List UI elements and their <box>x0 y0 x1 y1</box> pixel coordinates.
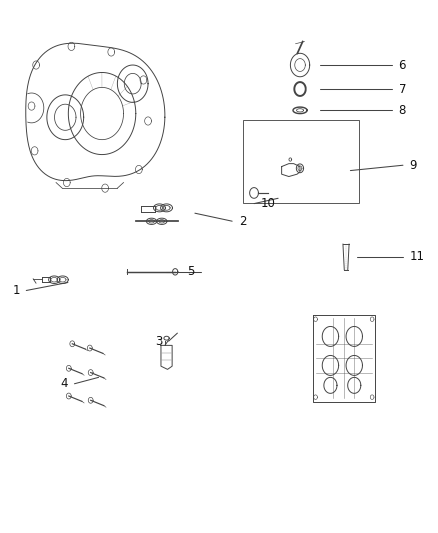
Text: 2: 2 <box>239 215 246 228</box>
Text: 1: 1 <box>12 284 20 297</box>
Text: 11: 11 <box>410 251 424 263</box>
Text: 3: 3 <box>155 335 162 348</box>
Text: 10: 10 <box>261 197 276 210</box>
Text: 6: 6 <box>399 59 406 71</box>
Text: 9: 9 <box>410 159 417 172</box>
Text: 4: 4 <box>60 377 68 390</box>
Text: 5: 5 <box>187 265 195 278</box>
Text: 8: 8 <box>399 104 406 117</box>
Text: 7: 7 <box>399 83 406 95</box>
Bar <box>243 120 359 203</box>
